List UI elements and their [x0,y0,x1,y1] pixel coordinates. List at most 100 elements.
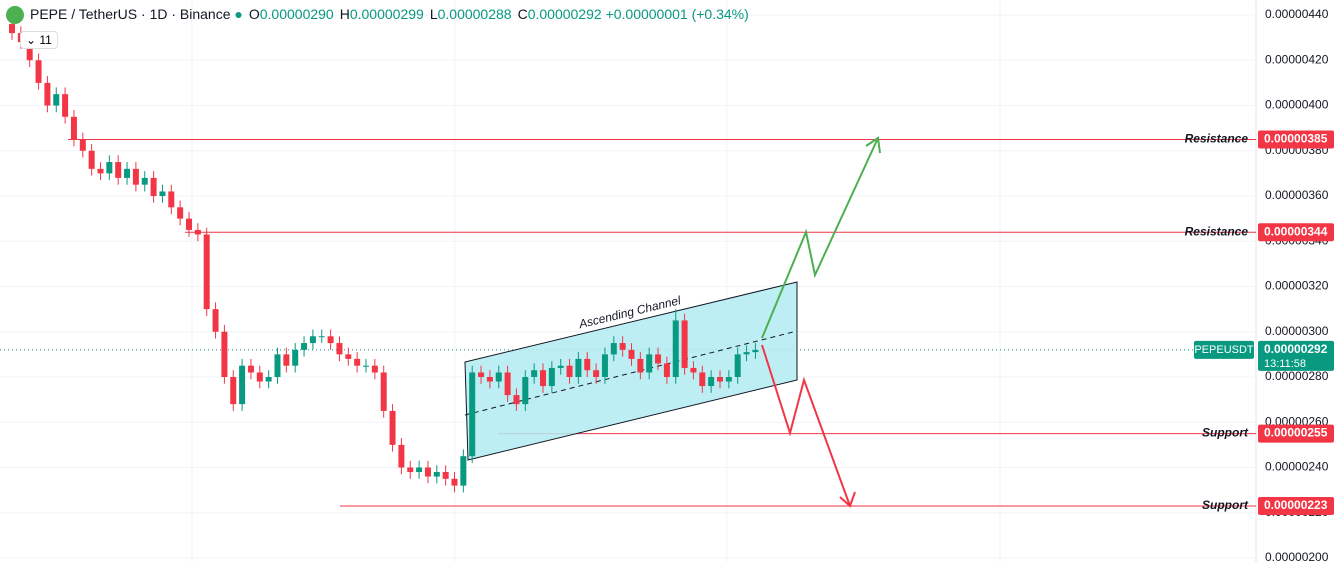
x-grid [191,0,1001,562]
level-price-box [1258,496,1334,515]
candle-body [274,354,281,377]
level-price: 0.00000385 [1264,132,1328,146]
candle-body [239,365,246,405]
candle-body [398,444,405,468]
ohlc-key: O [248,6,260,22]
symbol: PEPE / TetherUS · 1D · Binance [30,6,231,22]
candle-body [389,410,396,445]
level-name: Resistance [1185,132,1249,146]
candle-body [584,358,591,371]
candle-body [70,116,77,140]
symbol-icon [6,6,24,24]
candle-body [9,24,15,34]
ohlc: O0.00000290 H0.00000299 L0.00000288 C0.0000… [243,6,602,22]
candle-body [495,372,502,382]
indicator-toggle[interactable]: ⌄ 11 [20,31,58,49]
candle-body [681,320,688,368]
candle-body [186,218,192,230]
y-tick-label: 0.00000400 [1265,98,1329,112]
channel-mid [464,330,798,416]
candle-body [601,354,608,377]
candle-body [301,343,308,350]
ohlc-value: 0.00000290 [259,6,334,22]
candle-body [557,365,564,368]
level-name: Resistance [1185,224,1249,238]
candle-body [380,372,387,411]
candle-body [424,467,431,477]
candle-body [203,234,210,310]
bull-arrowhead [865,136,881,154]
candle-body [283,354,290,366]
candle-body [177,207,184,219]
candle-body [637,358,644,373]
candle-body [655,354,662,364]
current-price: 0.00000292 [1264,342,1328,356]
y-tick-label: 0.00000440 [1265,7,1329,21]
candle-body [690,367,697,373]
level-price: 0.00000255 [1264,426,1328,440]
candle-body [150,177,157,196]
ohlc-key: L [429,6,438,22]
countdown: 13:11:58 [1264,358,1306,370]
ohlc-value: 0.00000292 [527,6,602,22]
bull-arrow [761,137,879,339]
candle-body [194,229,201,235]
candle-body [327,336,334,344]
symbol-box [1194,340,1254,359]
candle-body [124,168,131,178]
candle-body [265,377,272,382]
level-price-box [1258,424,1334,443]
candle-body [548,367,555,387]
candle-body [522,377,529,405]
level-name: Support [1202,426,1249,440]
status-dot: ● [234,6,243,22]
y-tick-label: 0.00000280 [1265,369,1329,383]
candle-body [371,365,378,373]
candle-body [115,162,122,178]
y-tick-label: 0.00000200 [1265,550,1329,562]
candle-body [35,60,42,83]
bear-arrow [761,344,851,507]
candle-body [672,320,679,377]
candle-body [610,343,617,355]
candle-body [53,94,60,106]
candle-body [433,472,440,477]
candle-body [699,372,706,387]
candle-body [159,191,166,196]
candle-body [628,349,635,359]
candle-body [44,82,51,106]
candle-body [407,467,414,473]
candle-body [345,354,352,359]
y-tick-label: 0.00000420 [1265,52,1329,66]
candle-body [566,365,573,377]
level-price-box [1258,223,1334,242]
y-tick-label: 0.00000320 [1265,279,1329,293]
candle-body [230,377,237,405]
level-price: 0.00000223 [1264,498,1328,512]
candle-body [442,472,449,479]
candle-body [292,349,299,366]
level-price-box [1258,130,1334,149]
candle-body [363,365,369,367]
candle-body [256,372,263,382]
channel [464,281,798,461]
candle-body [354,358,361,366]
candle-body [62,94,69,117]
candle-body [132,168,139,185]
ohlc-key: C [517,6,528,22]
candle-body [451,478,458,486]
candle-body [513,395,520,405]
level-name: Support [1202,498,1249,512]
y-tick-label: 0.00000360 [1265,188,1329,202]
candle-body [221,331,228,377]
candle-body [717,377,723,382]
candle-body [531,370,538,377]
ohlc-value: 0.00000299 [349,6,424,22]
candle-body [478,372,485,377]
candle-body [106,162,113,174]
header: PEPE / TetherUS · 1D · Binance ● O0.00000… [30,6,749,22]
candle-body [743,352,750,355]
candle-body [336,343,343,355]
